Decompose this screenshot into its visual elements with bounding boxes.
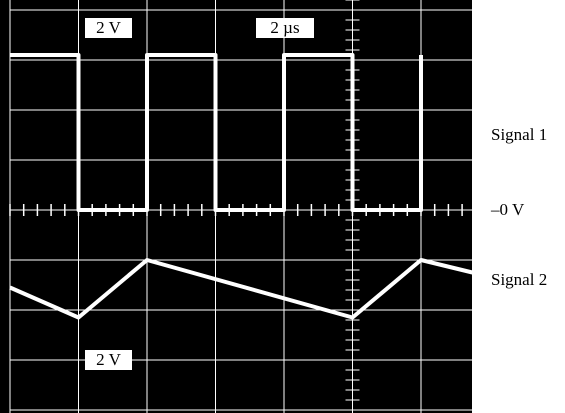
screen-background: [0, 0, 472, 413]
signal-2-label: Signal 2: [491, 270, 548, 289]
timebase-label: 2 µs: [256, 18, 314, 38]
zero-volt-marker: –0 V: [491, 200, 525, 219]
channel2-scale-label: 2 V: [85, 350, 132, 370]
channel1-scale-label: 2 V: [85, 18, 132, 38]
signal-2-trace: [9, 258, 473, 320]
signal-1-label: Signal 1: [491, 125, 548, 144]
signal-1-trace: [10, 53, 423, 212]
